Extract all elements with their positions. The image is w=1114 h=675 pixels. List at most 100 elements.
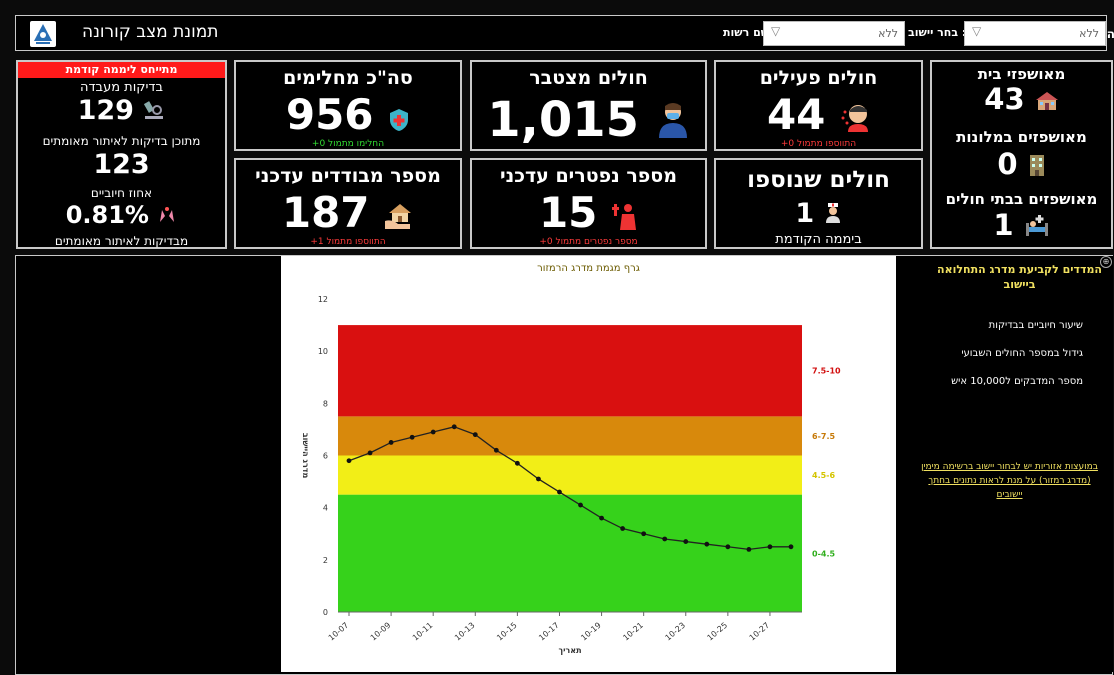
masked-person-icon xyxy=(656,95,690,151)
data-point xyxy=(767,544,773,550)
home-hand-icon xyxy=(384,191,414,240)
zone-band xyxy=(338,494,802,612)
hotels-label: מאושפזים במלונות xyxy=(956,128,1087,146)
isolated-value: 187 xyxy=(236,188,460,240)
x-tick-label: 10-11 xyxy=(411,621,435,643)
data-point xyxy=(725,544,731,550)
hotels-value: 0 xyxy=(932,147,1111,183)
isolated-title: מספר מבודדים עדכני xyxy=(255,165,441,187)
house-icon xyxy=(1035,84,1059,118)
zone-band xyxy=(338,325,802,417)
regional-council-note[interactable]: במועצות אזוריות יש לבחור יישוב ברשימה מי… xyxy=(921,462,1098,500)
x-tick-label: 10-15 xyxy=(495,621,519,643)
new-patients-card: חולים שנוספו 1 ביממה הקודמת xyxy=(714,158,923,249)
data-point xyxy=(409,434,415,440)
settlement-select[interactable]: ▽ ללא xyxy=(964,21,1106,46)
y-tick-label: 8 xyxy=(323,399,328,408)
recovered-card: סה"כ מחלימים 956 +0 החלימו מתמול xyxy=(234,60,462,151)
active-card: חולים פעילים 44 +0 התווספו מתמול xyxy=(714,60,923,151)
series-line xyxy=(348,426,791,551)
y-axis-label: מדרג היישוב xyxy=(301,433,310,479)
data-point xyxy=(346,458,352,464)
x-tick-label: 10-23 xyxy=(663,621,687,643)
data-point xyxy=(662,536,668,542)
new-patients-sub: ביממה הקודמת xyxy=(775,232,862,247)
x-tick-label: 10-07 xyxy=(327,621,351,643)
y-tick-label: 10 xyxy=(318,347,328,356)
confirm-tests-value: 123 xyxy=(93,149,150,180)
deaths-card: מספר נפטרים עדכני 15 +0 מספר נפטרים מתמו… xyxy=(470,158,707,249)
cumulative-value: 1,015 xyxy=(472,92,705,151)
zone-band xyxy=(338,416,802,456)
deaths-value: 15 xyxy=(472,188,705,240)
cumulative-card: חולים מצטבר 1,015 xyxy=(470,60,707,151)
lab-tests-value: 129 xyxy=(18,95,225,127)
hospitals-value: 1 xyxy=(932,208,1111,244)
data-point xyxy=(451,424,457,430)
active-title: חולים פעילים xyxy=(759,67,878,89)
positive-rate-label: אחוז חיוביים xyxy=(90,186,153,200)
recovered-value: 956 xyxy=(236,90,460,142)
new-patients-value: 1 xyxy=(716,198,921,230)
data-point xyxy=(493,447,499,453)
y-tick-label: 0 xyxy=(323,608,328,617)
zone-label: 0-4.5 xyxy=(812,549,835,558)
sick-person-icon xyxy=(840,93,870,142)
lab-tests-label: בדיקות מעבדה xyxy=(79,80,164,95)
data-point xyxy=(514,460,520,466)
isolated-card: מספר מבודדים עדכני 187 +1 התווספו מתמול xyxy=(234,158,462,249)
nurse-icon xyxy=(824,199,842,230)
deaths-sub: +0 מספר נפטרים מתמול xyxy=(539,237,638,247)
home-value: 43 xyxy=(932,82,1111,118)
params-title: המדדים לקביעת מדרג התחלואה ביישוב xyxy=(937,263,1102,291)
microscope-icon xyxy=(143,96,165,127)
shield-cross-icon xyxy=(388,93,410,142)
active-sub: +0 התווספו מתמול xyxy=(780,139,857,149)
settlement-label: בחר יישוב : xyxy=(908,26,967,39)
chevron-down-icon: ▽ xyxy=(972,24,982,38)
app-title: תמונת מצב קורונה xyxy=(82,22,219,42)
data-point xyxy=(367,450,373,456)
x-tick-label: 10-25 xyxy=(706,621,730,643)
data-point xyxy=(620,526,626,531)
data-point xyxy=(599,515,604,521)
x-tick-label: 10-19 xyxy=(579,621,603,643)
y-tick-label: 4 xyxy=(323,504,328,513)
logo-icon xyxy=(30,21,56,47)
isolated-sub: +1 התווספו מתמול xyxy=(310,237,386,247)
y-tick-label: 12 xyxy=(318,295,328,304)
cumulative-title: חולים מצטבר xyxy=(529,67,648,89)
hospitals-label: מאושפזים בבתי חולים xyxy=(945,190,1098,208)
x-tick-label: 10-21 xyxy=(621,621,645,643)
header-bar: תמונת מצב קורונה שם רשות : ▽ ללא בחר ייש… xyxy=(15,15,1107,51)
new-patients-title: חולים שנוספו xyxy=(747,167,890,193)
data-point xyxy=(683,539,689,544)
zone-band xyxy=(338,455,802,495)
x-tick-label: 10-09 xyxy=(369,621,393,643)
home-label: מאושפזי בית xyxy=(977,65,1066,83)
zone-label: 4.5-6 xyxy=(812,471,835,480)
hospital-bed-icon xyxy=(1024,210,1050,244)
x-tick-label: 10-13 xyxy=(453,621,477,643)
chart-svg: 0-4.5 4.5-6 6-7.5 7.5-10 0 2 4 6 8 10 12 10-07 10-09… xyxy=(301,295,841,655)
hospitalized-card: מאושפזי בית 43 מאושפזים במלונות 0 מאושפז… xyxy=(930,60,1113,249)
previous-day-banner: מתייחס ליממה קודמת xyxy=(18,62,225,78)
traffic-light-chart: גרף מגמת מדרג הרמזור 0-4.5 4.5-6 6-7.5 7.5-… xyxy=(281,256,896,672)
authority-select[interactable]: ▽ ללא xyxy=(763,21,905,46)
y-tick-label: 6 xyxy=(323,452,328,461)
zone-label: 6-7.5 xyxy=(812,432,835,441)
data-point xyxy=(536,476,541,482)
expand-icon[interactable]: ⊕ xyxy=(1100,256,1112,268)
confirm-tests-label: מתוכן בדיקות לאיתור מאומתים xyxy=(42,134,201,148)
param-item: שיעור חיוביים בבדיקות xyxy=(988,320,1083,331)
chevron-down-icon: ▽ xyxy=(771,24,781,38)
active-value: 44 xyxy=(716,90,921,142)
x-axis-label: תאריך xyxy=(558,646,581,655)
hands-icon xyxy=(157,202,177,230)
grave-person-icon xyxy=(612,191,638,240)
data-point xyxy=(704,541,710,547)
recovered-title: סה"כ מחלימים xyxy=(283,67,413,89)
hotel-icon xyxy=(1028,149,1046,183)
data-point xyxy=(557,489,562,495)
recovered-sub: +0 החלימו מתמול xyxy=(311,139,385,149)
